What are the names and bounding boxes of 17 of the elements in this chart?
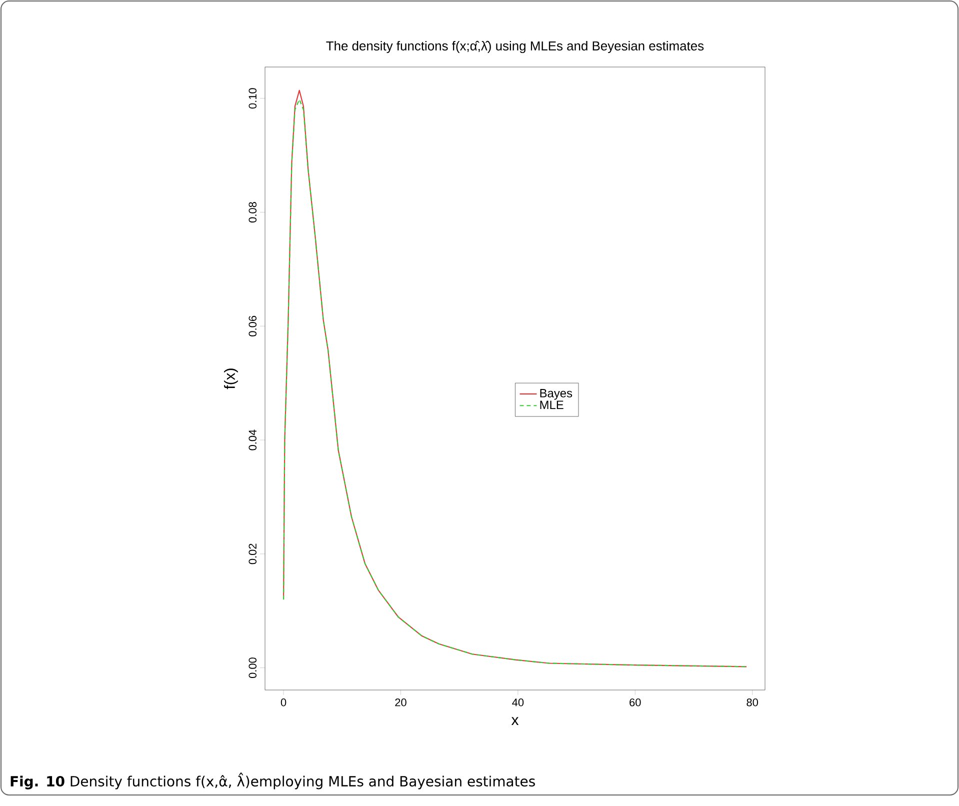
y-axis-title: f(x) [224, 368, 238, 390]
x-tick-label: 80 [746, 698, 758, 706]
y-tick-label: 0.00 [248, 658, 257, 678]
y-tick-label: 0.10 [248, 88, 257, 109]
text: Fig. 10 Density functions f(x,α̂, λ̂)employing MLEs and Bayesian estimates [10, 772, 535, 790]
y-tick-label: 0.06 [248, 316, 257, 336]
x-tick-label: 40 [512, 698, 524, 706]
chart-title: The density functions f(x;α̂,λ̂) using MLEs and Beyesian estimates [326, 40, 704, 54]
x-tick-label: 60 [630, 698, 641, 706]
legend-label: Bayes [540, 389, 572, 400]
x-axis-title: x [511, 717, 519, 725]
y-tick-label: 0.04 [248, 430, 257, 450]
x-tick-label: 0 [280, 698, 286, 706]
y-tick-label: 0.08 [248, 202, 257, 222]
y-tick-label: 0.02 [248, 544, 257, 564]
x-tick-label: 20 [395, 698, 406, 706]
legend-label: MLE [540, 400, 564, 409]
